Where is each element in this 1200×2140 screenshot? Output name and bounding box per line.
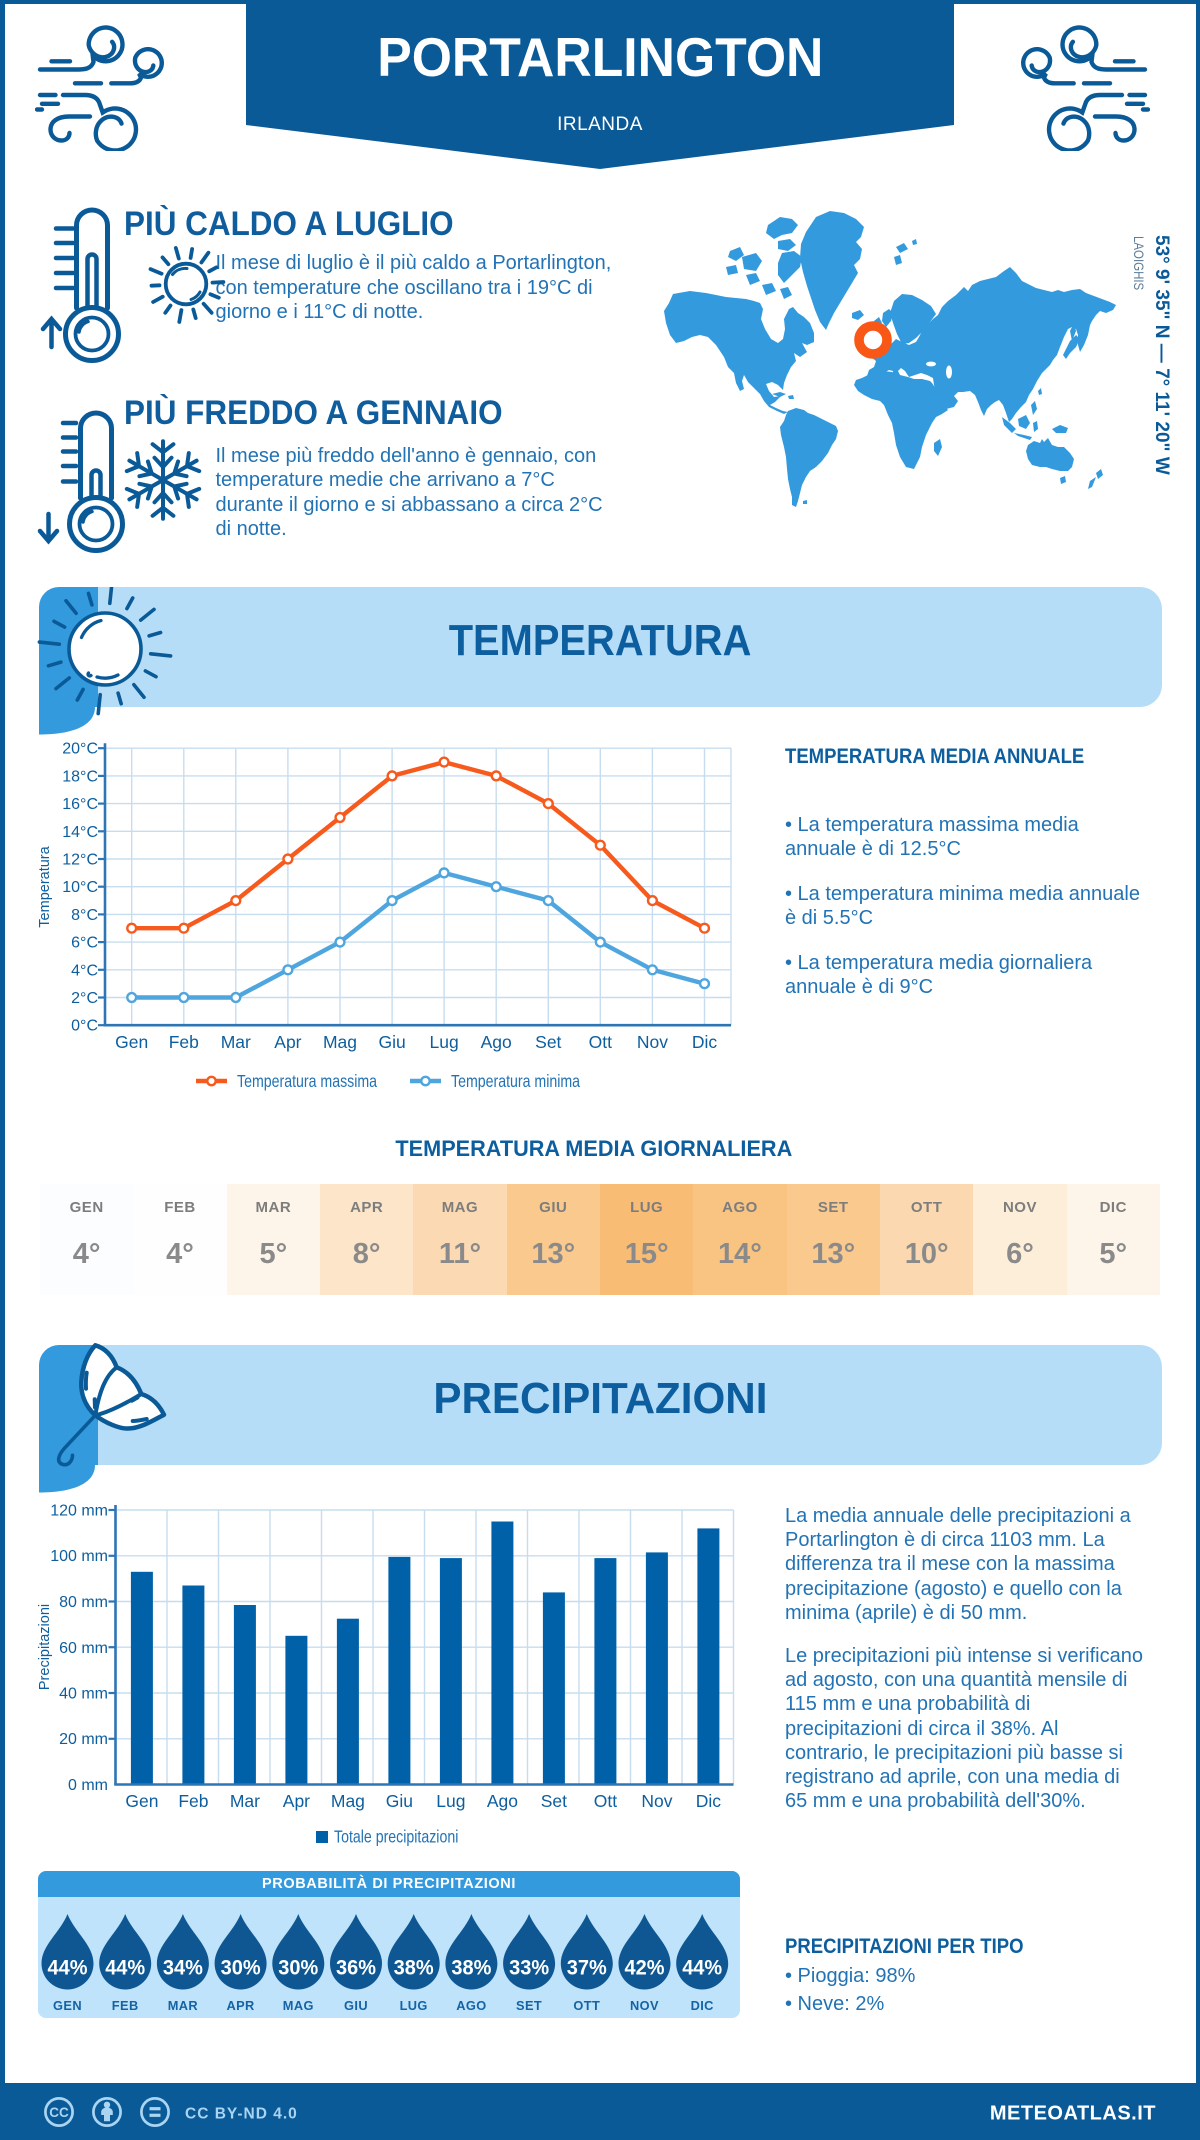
svg-text:44%: 44%: [105, 1956, 145, 1980]
svg-text:20 mm: 20 mm: [59, 1731, 108, 1748]
svg-text:Nov: Nov: [637, 1032, 668, 1052]
svg-text:80 mm: 80 mm: [59, 1594, 108, 1611]
svg-text:Set: Set: [535, 1032, 561, 1052]
svg-text:Giu: Giu: [378, 1032, 405, 1052]
svg-text:33%: 33%: [509, 1956, 549, 1980]
svg-text:MAR: MAR: [168, 1998, 198, 2013]
svg-text:Dic: Dic: [696, 1791, 722, 1811]
svg-text:14°C: 14°C: [62, 824, 98, 841]
svg-text:Gen: Gen: [115, 1032, 148, 1052]
svg-text:Mag: Mag: [331, 1791, 365, 1811]
svg-text:CC BY-ND 4.0: CC BY-ND 4.0: [185, 2106, 298, 2123]
svg-text:Lug: Lug: [429, 1032, 458, 1052]
svg-text:SET: SET: [516, 1998, 542, 2013]
svg-text:60 mm: 60 mm: [59, 1640, 108, 1657]
svg-text:0 mm: 0 mm: [68, 1777, 108, 1794]
svg-text:8°C: 8°C: [71, 907, 98, 924]
svg-text:METEOATLAS.IT: METEOATLAS.IT: [990, 2103, 1156, 2125]
svg-text:OTT: OTT: [573, 1998, 600, 2013]
svg-text:120 mm: 120 mm: [50, 1503, 108, 1520]
svg-text:Nov: Nov: [641, 1791, 672, 1811]
svg-text:LUG: LUG: [400, 1998, 428, 2013]
svg-text:Gen: Gen: [125, 1791, 158, 1811]
svg-text:0°C: 0°C: [71, 1018, 98, 1035]
svg-text:Mar: Mar: [221, 1032, 251, 1052]
svg-text:APR: APR: [226, 1998, 254, 2013]
svg-text:100 mm: 100 mm: [50, 1548, 108, 1565]
svg-text:6°C: 6°C: [71, 935, 98, 952]
svg-text:2°C: 2°C: [71, 990, 98, 1007]
svg-text:Precipitazioni: Precipitazioni: [37, 1604, 53, 1690]
svg-text:Set: Set: [541, 1791, 567, 1811]
svg-text:38%: 38%: [451, 1956, 491, 1980]
svg-text:Giu: Giu: [386, 1791, 413, 1811]
svg-text:4°C: 4°C: [71, 962, 98, 979]
svg-text:16°C: 16°C: [62, 796, 98, 813]
svg-text:Feb: Feb: [169, 1032, 199, 1052]
svg-text:AGO: AGO: [456, 1998, 486, 2013]
svg-text:42%: 42%: [625, 1956, 665, 1980]
svg-text:18°C: 18°C: [62, 768, 98, 785]
svg-text:44%: 44%: [48, 1956, 88, 1980]
svg-text:CC: CC: [49, 2105, 69, 2120]
svg-text:NOV: NOV: [630, 1998, 659, 2013]
svg-text:Ott: Ott: [594, 1791, 617, 1811]
svg-text:20°C: 20°C: [62, 741, 98, 758]
svg-text:FEB: FEB: [112, 1998, 139, 2013]
svg-text:GIU: GIU: [344, 1998, 368, 2013]
svg-text:30%: 30%: [221, 1956, 261, 1980]
svg-text:GEN: GEN: [53, 1998, 82, 2013]
svg-text:Ago: Ago: [481, 1032, 512, 1052]
svg-text:10°C: 10°C: [62, 879, 98, 896]
svg-text:Temperatura: Temperatura: [37, 845, 53, 927]
svg-text:Ott: Ott: [589, 1032, 612, 1052]
svg-text:Dic: Dic: [692, 1032, 718, 1052]
svg-text:44%: 44%: [682, 1956, 722, 1980]
svg-text:Ago: Ago: [487, 1791, 518, 1811]
svg-text:Temperatura massima: Temperatura massima: [237, 1073, 377, 1092]
svg-text:Mag: Mag: [323, 1032, 357, 1052]
svg-text:40 mm: 40 mm: [59, 1686, 108, 1703]
svg-text:30%: 30%: [278, 1956, 318, 1980]
svg-text:36%: 36%: [336, 1956, 376, 1980]
svg-text:DIC: DIC: [691, 1998, 714, 2013]
svg-text:34%: 34%: [163, 1956, 203, 1980]
svg-text:Mar: Mar: [230, 1791, 260, 1811]
svg-text:MAG: MAG: [283, 1998, 314, 2013]
svg-text:Temperatura minima: Temperatura minima: [451, 1073, 580, 1092]
svg-text:38%: 38%: [394, 1956, 434, 1980]
svg-text:12°C: 12°C: [62, 852, 98, 869]
svg-text:Apr: Apr: [283, 1791, 310, 1811]
svg-text:Apr: Apr: [274, 1032, 301, 1052]
svg-text:37%: 37%: [567, 1956, 607, 1980]
svg-text:Feb: Feb: [178, 1791, 208, 1811]
svg-text:Totale precipitazioni: Totale precipitazioni: [334, 1828, 458, 1847]
svg-text:Lug: Lug: [436, 1791, 465, 1811]
